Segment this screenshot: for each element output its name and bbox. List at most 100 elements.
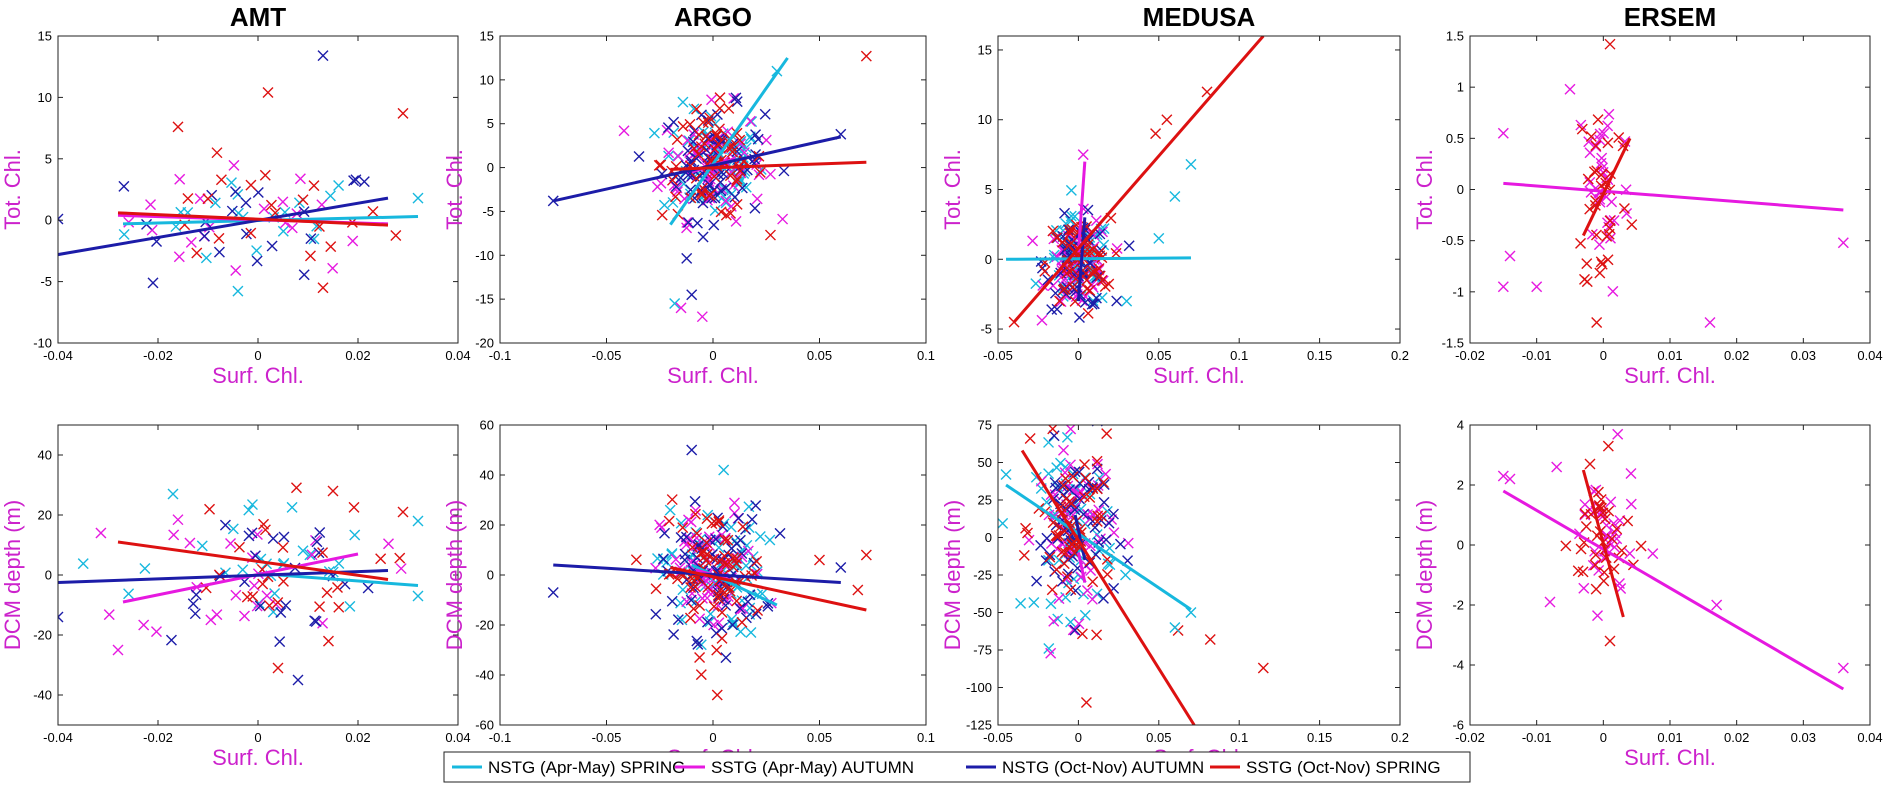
y-axis-label: Tot. Chl. (442, 149, 467, 230)
y-tick-label: 5 (985, 182, 992, 197)
x-tick-label: -0.04 (43, 348, 73, 363)
point-NSTG_autumn (187, 598, 199, 610)
point-SSTG_spring (290, 482, 302, 494)
point-SSTG_autumn (1027, 235, 1039, 247)
x-tick-label: 0.1 (1230, 730, 1248, 745)
point-NSTG_spring (308, 233, 320, 245)
point-NSTG_autumn (778, 165, 790, 177)
point-NSTG_spring (412, 515, 424, 527)
point-NSTG_spring (728, 616, 740, 628)
y-tick-label: -5 (482, 204, 494, 219)
point-NSTG_spring (251, 245, 263, 257)
point-SSTG_spring (1039, 265, 1051, 277)
point-NSTG_spring (167, 488, 179, 500)
point-SSTG_spring (1063, 496, 1075, 508)
point-SSTG_spring (1582, 173, 1594, 185)
x-tick-label: 0.04 (445, 348, 470, 363)
point-NSTG_spring (764, 534, 776, 546)
point-NSTG_autumn (1073, 312, 1085, 324)
point-SSTG_spring (1101, 428, 1113, 440)
panel-1-data (547, 50, 872, 323)
point-SSTG_spring (332, 581, 343, 593)
y-tick-label: -125 (966, 718, 992, 733)
legend-label: NSTG (Apr-May) SPRING (488, 758, 685, 777)
point-SSTG_autumn (1077, 149, 1089, 161)
point-SSTG_spring (1588, 166, 1600, 178)
point-SSTG_spring (321, 587, 333, 599)
y-tick-label: 25 (978, 493, 992, 508)
point-NSTG_spring (1153, 232, 1165, 244)
point-NSTG_autumn (165, 634, 177, 646)
point-NSTG_autumn (659, 527, 671, 539)
point-SSTG_spring (1061, 571, 1073, 583)
point-NSTG_autumn (666, 595, 678, 607)
point-SSTG_autumn (1603, 108, 1615, 120)
point-NSTG_spring (297, 545, 309, 557)
x-tick-label: -0.04 (43, 730, 73, 745)
point-SSTG_spring (272, 662, 284, 674)
point-NSTG_autumn (313, 547, 325, 559)
regression-line-SSTG_autumn (1076, 161, 1087, 253)
point-NSTG_spring (277, 225, 289, 237)
point-NSTG_autumn (752, 133, 764, 145)
x-tick-label: 0.1 (917, 730, 935, 745)
point-SSTG_spring (1020, 522, 1032, 534)
y-tick-label: -10 (475, 248, 494, 263)
point-NSTG_autumn (715, 185, 727, 197)
y-axis-label: Tot. Chl. (940, 149, 965, 230)
point-NSTG_autumn (1100, 534, 1112, 546)
point-SSTG_spring (736, 616, 748, 628)
point-SSTG_spring (317, 547, 329, 559)
point-NSTG_spring (1098, 239, 1110, 251)
point-NSTG_autumn (58, 213, 64, 225)
point-SSTG_spring (1051, 564, 1063, 576)
point-SSTG_spring (213, 232, 225, 244)
x-axis-label: Surf. Chl. (212, 745, 304, 770)
point-NSTG_spring (246, 499, 258, 511)
point-NSTG_spring (333, 179, 345, 191)
x-axis-label: Surf. Chl. (667, 363, 759, 388)
point-SSTG_spring (1590, 229, 1602, 241)
y-tick-label: 15 (38, 29, 52, 44)
y-tick-label: 0 (985, 252, 992, 267)
point-NSTG_spring (666, 548, 678, 559)
point-SSTG_spring (1611, 523, 1623, 535)
point-SSTG_spring (1592, 486, 1604, 498)
point-SSTG_autumn (258, 203, 270, 215)
point-NSTG_spring (743, 501, 755, 513)
point-NSTG_spring (118, 228, 130, 240)
point-NSTG_autumn (691, 217, 703, 229)
point-SSTG_autumn (1073, 488, 1085, 500)
point-NSTG_spring (718, 464, 730, 476)
point-NSTG_autumn (759, 108, 771, 120)
point-SSTG_autumn (1575, 119, 1587, 131)
point-NSTG_autumn (702, 616, 713, 628)
y-tick-label: 10 (38, 90, 52, 105)
panel-0-data (58, 50, 424, 297)
point-SSTG_spring (704, 112, 716, 124)
point-SSTG_spring (708, 553, 720, 565)
x-tick-label: -0.05 (983, 348, 1013, 363)
point-SSTG_spring (1585, 130, 1597, 142)
point-NSTG_spring (333, 557, 345, 569)
point-SSTG_spring (727, 561, 739, 573)
y-tick-label: 0 (1457, 182, 1464, 197)
point-NSTG_autumn (1089, 522, 1101, 534)
x-tick-label: 0.01 (1657, 730, 1682, 745)
point-SSTG_autumn (681, 216, 693, 228)
x-tick-label: 0.15 (1307, 730, 1332, 745)
point-NSTG_autumn (734, 602, 746, 614)
point-SSTG_spring (1091, 515, 1103, 527)
point-NSTG_autumn (292, 674, 304, 686)
point-SSTG_spring (1591, 317, 1603, 329)
x-tick-label: 0 (254, 730, 261, 745)
point-SSTG_autumn (696, 592, 708, 604)
point-NSTG_spring (754, 531, 766, 543)
y-axis-label: DCM depth (m) (940, 500, 965, 650)
point-NSTG_autumn (350, 174, 362, 186)
point-NSTG_autumn (681, 252, 693, 264)
y-tick-label: -40 (33, 688, 52, 703)
point-SSTG_spring (653, 159, 665, 171)
point-SSTG_spring (1594, 267, 1606, 279)
